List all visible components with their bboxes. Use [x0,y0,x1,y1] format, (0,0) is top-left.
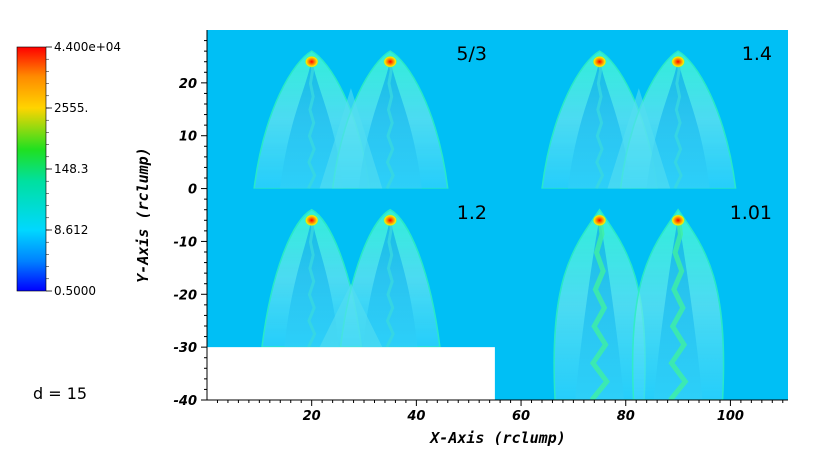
y-tick-label: 10 [179,130,197,145]
panel-label: 1.2 [457,202,487,224]
x-tick-label: 100 [717,409,744,424]
wake-region [362,217,418,348]
panel-1 [253,50,449,189]
clump-core [592,55,607,68]
colorbar-label: 0.5000 [54,284,96,298]
interaction-region [319,88,383,189]
wake-filament [589,215,610,400]
wake-region [280,59,344,189]
y-tick-label: -30 [174,341,198,356]
clump-core [383,55,398,68]
clump-core [304,55,319,68]
wake-region [653,217,703,400]
y-tick-label: -20 [174,288,198,303]
wake-filament [673,57,683,189]
panel-label: 5/3 [456,43,487,65]
wake-region [284,217,340,348]
axes: 20 40 60 80 100 -40 -30 -20 -10 0 10 20 [174,30,788,424]
panel-label: 1.4 [742,43,772,65]
panel-3 [261,208,441,348]
panel-4 [553,208,725,400]
clump-core [671,214,686,227]
y-tick-label: 20 [179,77,197,92]
panel-label: 1.01 [730,202,772,224]
wake-region [567,59,632,189]
x-tick-label: 80 [617,409,635,424]
y-tick-label: -10 [174,235,198,250]
colorbar-label: 148.3 [54,162,88,176]
wake-filament [668,215,689,400]
wake-filament [307,57,317,189]
x-tick-label: 20 [303,409,321,424]
plot-area: 5/3 1.4 1.2 1.01 [207,30,788,400]
colorbar-label: 4.400e+04 [54,40,121,54]
wake-filament [307,215,317,348]
colorbar-label: 2555. [54,101,88,115]
wake-region [646,59,710,189]
parameter-annotation: d = 15 [33,384,87,403]
clump-core [671,55,686,68]
wake-region [358,59,422,189]
panel-2 [541,50,737,189]
y-axis-title: Y-Axis (rclump) [134,147,152,282]
y-tick-label: 0 [188,183,197,198]
wake-filament [385,57,395,189]
x-tick-label: 40 [406,409,425,424]
colorbar-label: 8.612 [54,223,88,237]
x-axis-title: X-Axis (rclump) [428,429,565,447]
clump-core [592,214,607,227]
empty-region [207,347,495,400]
clump-core [383,214,398,227]
colorbar-ramp [16,46,47,292]
interaction-region [319,283,383,348]
x-tick-label: 60 [512,409,530,424]
wake-region [575,217,625,400]
wake-filament [594,57,605,189]
y-tick-label: -40 [174,394,198,409]
wake-filament [385,215,395,348]
colorbar: 4.400e+04 2555. 148.3 8.612 0.5000 [16,40,121,298]
clump-core [304,214,319,227]
interaction-region [607,88,671,189]
